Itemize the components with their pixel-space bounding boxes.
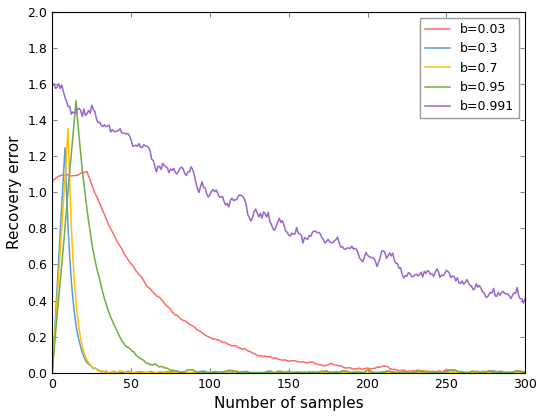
b=0.95 xyxy=(243,370,250,375)
b=0.991 xyxy=(374,264,380,269)
Line: b=0.95: b=0.95 xyxy=(52,101,525,372)
b=0.3 xyxy=(374,370,380,375)
b=0.7 xyxy=(490,370,497,375)
b=0.991 xyxy=(520,301,527,306)
b=0.3 xyxy=(242,369,248,374)
b=0.03 xyxy=(423,369,429,374)
b=0.03 xyxy=(449,368,456,373)
b=0.95 xyxy=(259,370,265,375)
X-axis label: Number of samples: Number of samples xyxy=(214,396,363,411)
b=0.95 xyxy=(522,370,528,375)
b=0.991 xyxy=(242,197,248,202)
b=0.03 xyxy=(257,353,264,358)
b=0.3 xyxy=(49,370,55,375)
b=0.95 xyxy=(49,367,55,372)
b=0.991 xyxy=(257,211,264,216)
Line: b=0.991: b=0.991 xyxy=(52,84,525,303)
b=0.95 xyxy=(205,370,212,375)
b=0.03 xyxy=(458,370,464,375)
b=0.991 xyxy=(49,83,55,88)
b=0.95 xyxy=(451,368,458,373)
b=0.3 xyxy=(489,368,495,373)
Line: b=0.3: b=0.3 xyxy=(52,148,525,372)
b=0.3 xyxy=(257,370,264,375)
b=0.3 xyxy=(423,369,429,374)
b=0.7 xyxy=(522,370,528,375)
b=0.03 xyxy=(490,369,497,374)
Line: b=0.7: b=0.7 xyxy=(52,128,525,372)
b=0.991 xyxy=(489,291,495,296)
b=0.7 xyxy=(259,370,265,375)
b=0.7 xyxy=(104,370,111,375)
b=0.03 xyxy=(374,364,380,370)
b=0.95 xyxy=(424,370,431,375)
b=0.7 xyxy=(424,369,431,374)
b=0.95 xyxy=(490,370,497,375)
b=0.3 xyxy=(61,145,68,150)
b=0.3 xyxy=(449,370,456,375)
Y-axis label: Recovery error: Recovery error xyxy=(7,135,22,249)
Line: b=0.03: b=0.03 xyxy=(52,172,525,372)
b=0.7 xyxy=(451,370,458,375)
b=0.03 xyxy=(84,169,90,174)
b=0.7 xyxy=(243,370,250,375)
b=0.03 xyxy=(49,180,55,185)
b=0.03 xyxy=(242,346,248,351)
Legend: b=0.03, b=0.3, b=0.7, b=0.95, b=0.991: b=0.03, b=0.3, b=0.7, b=0.95, b=0.991 xyxy=(420,18,519,118)
b=0.95 xyxy=(73,98,79,103)
b=0.03 xyxy=(522,369,528,374)
b=0.991 xyxy=(522,296,528,301)
b=0.991 xyxy=(449,273,456,278)
b=0.3 xyxy=(522,370,528,375)
b=0.7 xyxy=(49,370,55,375)
b=0.991 xyxy=(51,81,57,86)
b=0.991 xyxy=(423,271,429,276)
b=0.95 xyxy=(375,370,382,375)
b=0.7 xyxy=(375,370,382,375)
b=0.7 xyxy=(65,126,71,131)
